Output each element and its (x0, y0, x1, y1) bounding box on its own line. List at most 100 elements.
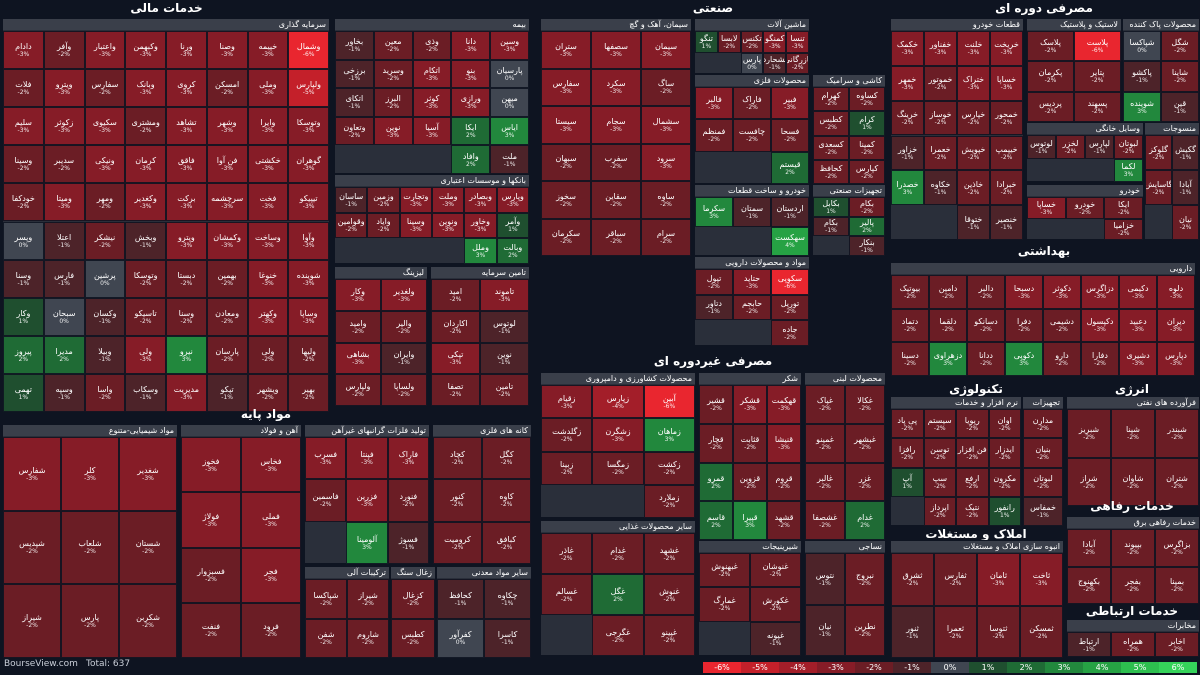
stock-tile[interactable]: برکت -3% (166, 183, 207, 222)
stock-tile[interactable]: وبالت 2% (496, 238, 529, 264)
stock-tile[interactable]: قین -1% (1161, 91, 1199, 122)
stock-tile[interactable]: پالیر 2% (849, 216, 885, 237)
stock-tile[interactable]: سخوز -2% (541, 181, 591, 219)
stock-tile[interactable]: غزر -2% (845, 462, 885, 502)
stock-tile[interactable]: بکام -1% (813, 216, 849, 237)
stock-tile[interactable]: شغدیر -3% (119, 437, 177, 511)
stock-tile[interactable]: همراه -2% (1111, 632, 1155, 657)
stock-tile[interactable]: اتکام -3% (412, 59, 452, 89)
stock-tile[interactable]: شپنا -2% (1111, 409, 1155, 458)
stock-tile[interactable]: غمینو -2% (805, 423, 845, 463)
stock-tile[interactable]: ومیتا -3% (43, 183, 85, 222)
stock-tile[interactable]: فپنتا -3% (346, 437, 388, 480)
stock-tile[interactable]: وکار -3% (335, 279, 381, 311)
stock-tile[interactable]: خکمک -3% (891, 31, 924, 66)
stock-tile[interactable]: اوان -2% (988, 409, 1021, 439)
stock-tile[interactable]: ساوه -2% (641, 181, 691, 219)
stock-tile[interactable]: دلقما -2% (929, 308, 967, 343)
stock-tile[interactable]: دسانکو -2% (967, 308, 1005, 343)
stock-tile[interactable]: تصفا -2% (431, 374, 480, 406)
stock-tile[interactable]: وشهر -3% (206, 107, 248, 146)
stock-tile[interactable]: پارسیان 0% (490, 59, 529, 89)
stock-tile[interactable]: وسنا -2% (166, 297, 207, 336)
stock-tile[interactable]: ولپارس -5% (288, 69, 329, 108)
stock-tile[interactable]: وتجارت -3% (399, 187, 432, 213)
stock-tile[interactable]: کمنگو -3% (763, 31, 787, 53)
stock-tile[interactable]: سلیم -3% (3, 107, 44, 146)
stock-tile[interactable]: حتاید -3% (733, 269, 771, 295)
stock-tile[interactable]: گوهران -3% (288, 145, 329, 184)
stock-tile[interactable]: خوساز -2% (924, 100, 957, 136)
stock-tile[interactable]: وبخش -1% (125, 221, 166, 260)
stock-tile[interactable]: تپکو -1% (206, 373, 248, 412)
stock-tile[interactable]: فخت -3% (247, 183, 289, 222)
stock-tile[interactable]: کزغال -2% (391, 579, 435, 619)
stock-tile[interactable]: تشحارد -1% (763, 52, 787, 74)
stock-tile[interactable]: وپارس -3% (496, 187, 529, 213)
stock-tile[interactable]: سیستا -3% (541, 106, 591, 144)
stock-tile[interactable]: لبوتان -2% (1023, 467, 1063, 497)
stock-tile[interactable]: اردستان -1% (771, 197, 809, 227)
stock-tile[interactable]: نوین -1% (480, 342, 529, 375)
stock-tile[interactable]: معین -2% (373, 31, 413, 60)
stock-tile[interactable]: دتماد -2% (891, 308, 929, 343)
stock-tile[interactable]: غکالا -2% (845, 385, 885, 424)
stock-tile[interactable]: دکپسول -3% (1081, 308, 1119, 343)
stock-tile[interactable]: شیراز -2% (347, 579, 389, 619)
stock-tile[interactable]: فنورد -2% (387, 479, 429, 522)
stock-tile[interactable]: تکنس -2% (740, 31, 764, 53)
stock-tile[interactable]: شبریز -2% (1067, 409, 1111, 458)
stock-tile[interactable]: وبیلا -1% (84, 335, 126, 374)
stock-tile[interactable]: نیان -1% (805, 604, 845, 656)
stock-tile[interactable]: سمتان -1% (733, 197, 771, 227)
stock-tile[interactable]: کوثر -3% (412, 88, 452, 117)
stock-tile[interactable]: تیپیکو -3% (288, 183, 329, 222)
stock-tile[interactable]: بخاور -1% (335, 31, 374, 60)
stock-tile[interactable]: پارسان -2% (206, 335, 248, 374)
stock-tile[interactable]: ثتوسا -2% (977, 605, 1020, 658)
stock-tile[interactable]: سبحان 0% (43, 297, 85, 336)
stock-tile[interactable]: بکام -2% (849, 197, 885, 217)
stock-tile[interactable]: غسالم -2% (541, 574, 593, 615)
stock-tile[interactable]: فبیر -3% (771, 87, 809, 120)
stock-tile[interactable]: ختراک -3% (957, 65, 990, 101)
stock-tile[interactable]: ایکا -2% (1104, 197, 1143, 219)
stock-tile[interactable]: ولی -2% (247, 335, 289, 374)
stock-tile[interactable]: وکهتر -3% (247, 297, 289, 336)
stock-tile[interactable]: بازرگانی-2% (786, 52, 809, 74)
stock-tile[interactable]: ثنور -1% (891, 605, 934, 658)
stock-tile[interactable]: برزخی -1% (335, 59, 374, 89)
stock-tile[interactable]: وساخت -3% (247, 221, 289, 260)
stock-tile[interactable]: گلوکز -2% (1145, 135, 1172, 170)
stock-tile[interactable]: دفارا -2% (1081, 342, 1119, 376)
stock-tile[interactable]: خاذین -2% (957, 170, 990, 206)
stock-tile[interactable]: خپارس -2% (957, 100, 990, 136)
stock-tile[interactable]: توریل -2% (771, 294, 809, 321)
stock-tile[interactable]: دکوپی 3% (1005, 342, 1043, 376)
stock-tile[interactable]: وساپا -3% (288, 297, 329, 336)
stock-tile[interactable]: مدارن -2% (1023, 409, 1063, 439)
stock-tile[interactable]: وسپه -1% (43, 373, 85, 412)
stock-tile[interactable]: آلومینا 3% (346, 521, 388, 564)
stock-tile[interactable]: خمفاس -1% (1023, 496, 1063, 526)
stock-tile[interactable]: قپیرا 3% (733, 501, 767, 540)
stock-tile[interactable]: تاسیکو -2% (125, 297, 166, 336)
stock-tile[interactable]: قشکر -3% (733, 385, 767, 424)
stock-tile[interactable]: دیران -3% (1157, 308, 1195, 343)
stock-tile[interactable]: تشاهد -3% (166, 107, 207, 146)
stock-tile[interactable]: کاوه -2% (482, 479, 531, 522)
stock-tile[interactable]: میهن 0% (490, 88, 529, 117)
stock-tile[interactable]: کطبس -2% (813, 111, 849, 136)
stock-tile[interactable]: آسیا -3% (412, 116, 452, 146)
stock-tile[interactable]: سجام -3% (591, 106, 641, 144)
stock-tile[interactable]: غپاک -2% (805, 385, 845, 424)
stock-tile[interactable]: حابجم -2% (733, 294, 771, 321)
stock-tile[interactable]: پیروز 2% (3, 335, 44, 374)
stock-tile[interactable]: شتران -2% (1155, 457, 1199, 506)
stock-tile[interactable]: سکرمان -2% (541, 218, 591, 256)
stock-tile[interactable]: شپاکسا -2% (305, 579, 347, 619)
stock-tile[interactable]: شلعاب -2% (61, 510, 119, 585)
stock-tile[interactable]: قهکمت -3% (767, 385, 801, 424)
stock-tile[interactable]: تاموند -3% (480, 279, 529, 311)
stock-tile[interactable]: لوتوس -1% (1027, 135, 1056, 159)
